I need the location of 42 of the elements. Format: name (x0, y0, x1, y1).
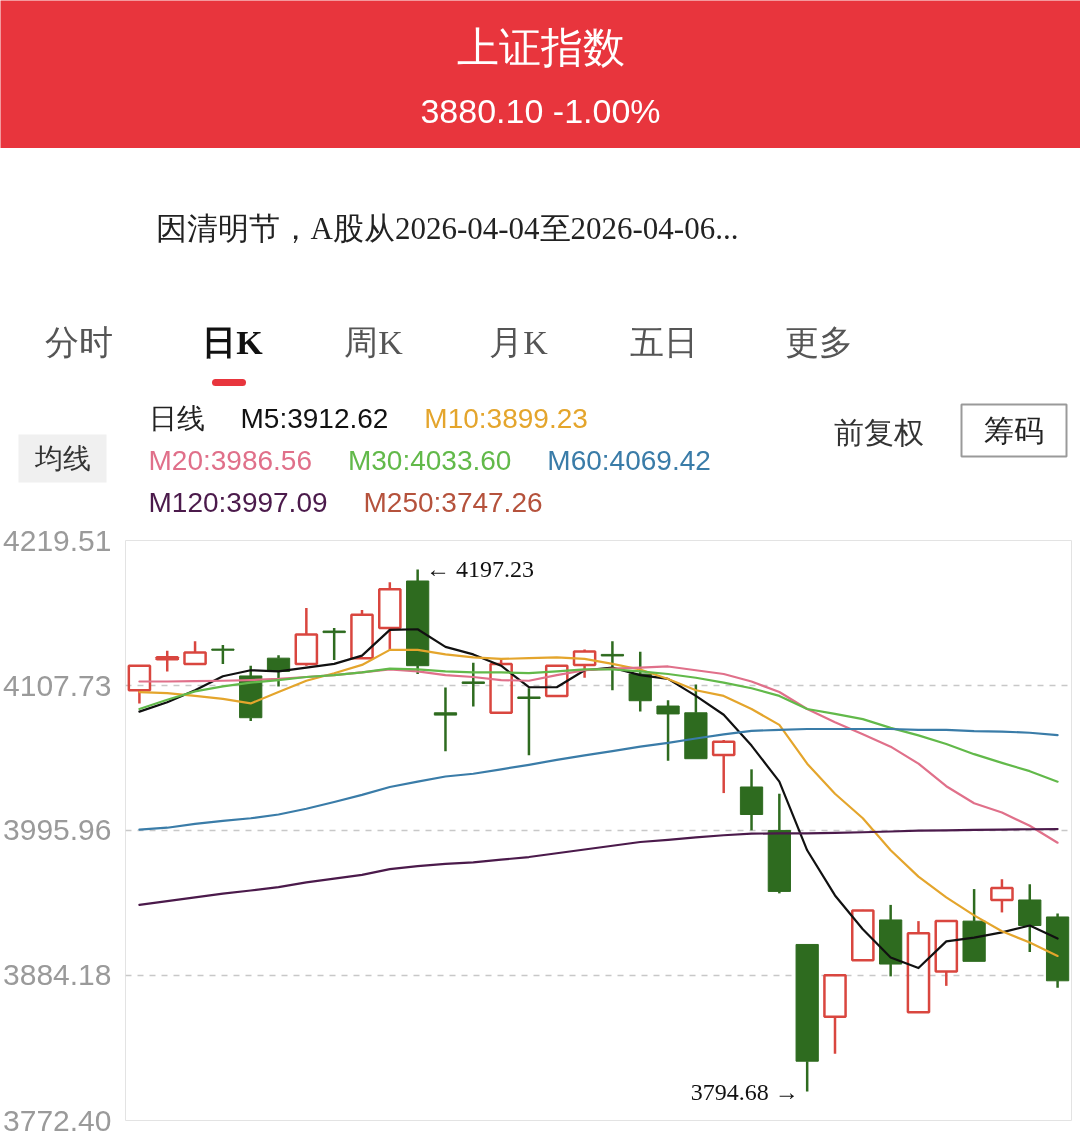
text: M5:3912.62 (240, 403, 389, 434)
candlestick (433, 686, 458, 753)
text: 分时 (44, 324, 113, 361)
y-tick-label: 3884.18 (3, 958, 112, 992)
line-series (138, 827, 1059, 906)
text: 均线 (33, 443, 91, 474)
line-series (138, 667, 1059, 783)
candlestick (127, 664, 152, 705)
text: M20:3986.56 (148, 445, 312, 476)
candlestick (879, 903, 903, 978)
text: 日K (202, 324, 264, 361)
chart-title: 上证指数 (456, 24, 625, 71)
y-tick-label: 4107.73 (3, 668, 112, 702)
text: 前复权 (833, 416, 924, 449)
text: M120:3997.09 (148, 487, 328, 518)
text: 更多 (784, 324, 853, 361)
candlestick (823, 974, 847, 1055)
y-tick-label: 3995.96 (3, 813, 112, 847)
text: M30:4033.60 (347, 445, 512, 476)
candlestick (934, 919, 959, 988)
candlestick (684, 683, 708, 760)
text: 月K (489, 324, 549, 361)
annotation: 3794.68 → (690, 1078, 799, 1105)
candlestick (600, 640, 625, 692)
text: 五日 (629, 324, 698, 361)
candlestick (739, 768, 764, 832)
y-tick-label: 4219.51 (3, 523, 112, 557)
y-tick-label: 3772.40 (3, 1103, 112, 1137)
legend-label: M250:3747.26 (363, 487, 543, 518)
candlestick (461, 661, 485, 708)
candlestick (795, 943, 819, 1093)
text: 因清明节，A股从2026-04-04至2026-04-06... (155, 211, 739, 246)
chart-subtitle: 3880.10 -1.00% (420, 91, 661, 130)
text: 周K (344, 324, 404, 361)
text: 筹码 (983, 414, 1044, 447)
candlestick (962, 887, 986, 962)
text: M60:4069.42 (547, 445, 711, 476)
line-series (138, 727, 1059, 831)
legend-title: 日线 (148, 403, 205, 434)
candlestick (906, 919, 931, 1014)
text: M10:3899.23 (424, 403, 588, 434)
annotation: ← 4197.23 (425, 556, 534, 583)
